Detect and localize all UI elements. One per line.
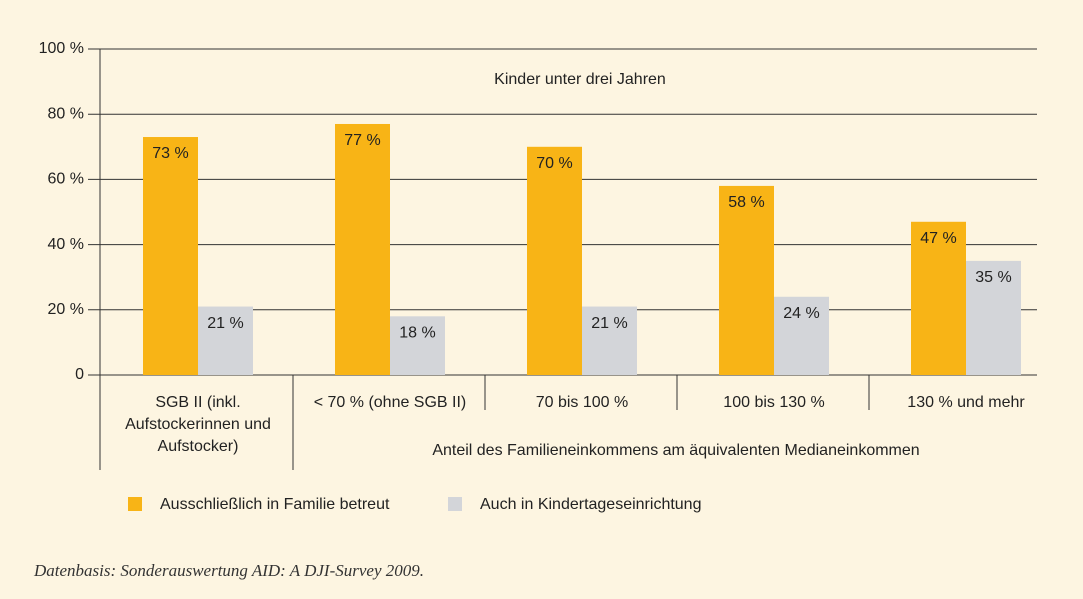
value-label: 47 % xyxy=(920,230,956,247)
value-label: 73 % xyxy=(152,145,188,162)
value-label: 77 % xyxy=(344,132,380,149)
y-tick-label: 0 xyxy=(75,366,84,383)
footnote: Datenbasis: Sonderauswertung AID: A DJI-… xyxy=(34,561,425,580)
value-label: 24 % xyxy=(783,305,819,322)
x-tick-label: 130 % und mehr xyxy=(907,394,1025,411)
x-tick-label: 100 bis 130 % xyxy=(723,394,825,411)
y-tick-label: 80 % xyxy=(48,105,84,122)
bar xyxy=(911,221,966,375)
value-label: 18 % xyxy=(399,325,435,342)
bar xyxy=(390,316,445,375)
value-label: 21 % xyxy=(207,315,243,332)
value-label: 21 % xyxy=(591,315,627,332)
bar xyxy=(198,306,253,375)
x-tick-label: SGB II (inkl. Aufstockerinnen und Aufsto… xyxy=(125,394,271,455)
y-tick-label: 20 % xyxy=(48,301,84,318)
value-label: 58 % xyxy=(728,194,764,211)
bar xyxy=(774,296,829,375)
legend-swatch xyxy=(128,497,142,511)
y-tick-label: 60 % xyxy=(48,171,84,188)
x-tick-label: 70 bis 100 % xyxy=(535,394,629,411)
legend-swatch xyxy=(448,497,462,511)
legend-label: Auch in Kindertageseinrichtung xyxy=(480,496,701,513)
bar xyxy=(582,306,637,375)
value-label: 70 % xyxy=(536,155,572,172)
chart-subtitle: Kinder unter drei Jahren xyxy=(494,71,666,88)
value-label: 35 % xyxy=(975,269,1011,286)
bar xyxy=(143,137,198,375)
y-tick-label: 100 % xyxy=(39,40,84,57)
bar xyxy=(527,146,582,375)
y-tick-label: 40 % xyxy=(48,236,84,253)
bar xyxy=(335,123,390,375)
x-axis-label: Anteil des Familieneinkommens am äquival… xyxy=(432,442,919,459)
bar xyxy=(966,260,1021,375)
bar xyxy=(719,185,774,375)
legend-label: Ausschließlich in Familie betreut xyxy=(160,496,390,513)
x-tick-label: < 70 % (ohne SGB II) xyxy=(313,394,467,411)
